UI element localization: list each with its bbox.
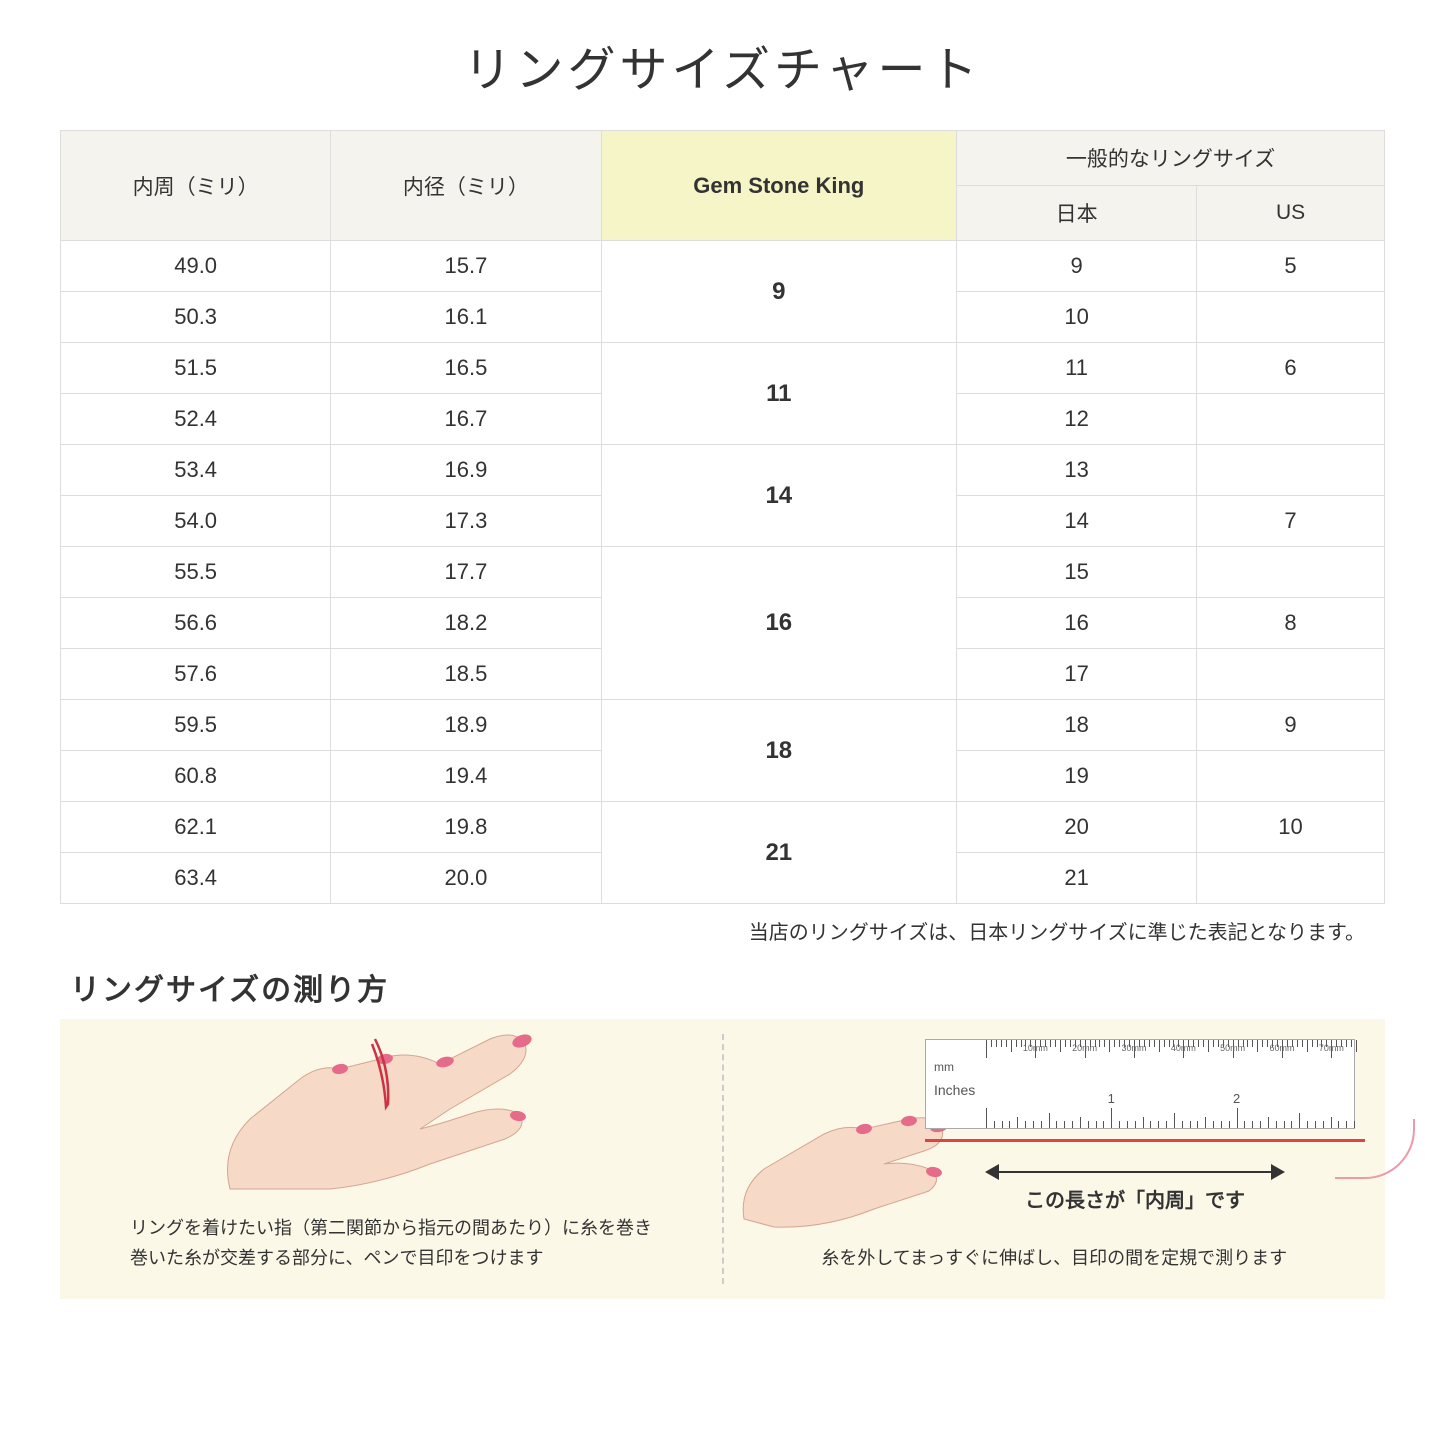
cell-circumference: 54.0 [61, 496, 331, 547]
cell-us: 5 [1197, 241, 1385, 292]
cell-diameter: 18.9 [331, 700, 601, 751]
cell-us: 8 [1197, 598, 1385, 649]
col-gsk: Gem Stone King [601, 131, 957, 241]
cell-us: 7 [1197, 496, 1385, 547]
thread-curve [1335, 1119, 1415, 1179]
cell-diameter: 16.5 [331, 343, 601, 394]
ruler-in-label: Inches [934, 1082, 975, 1098]
cell-circumference: 50.3 [61, 292, 331, 343]
cell-us [1197, 649, 1385, 700]
cell-us [1197, 751, 1385, 802]
cell-gsk: 14 [601, 445, 957, 547]
cell-diameter: 16.7 [331, 394, 601, 445]
cell-japan: 10 [957, 292, 1197, 343]
howto-text-2: 糸を外してまっすぐに伸ばし、目印の間を定規で測ります [754, 1243, 1356, 1289]
howto-title: リングサイズの測り方 [70, 965, 1385, 1009]
cell-circumference: 59.5 [61, 700, 331, 751]
cell-japan: 16 [957, 598, 1197, 649]
cell-circumference: 56.6 [61, 598, 331, 649]
hand-measure-icon [734, 1079, 954, 1239]
cell-circumference: 52.4 [61, 394, 331, 445]
howto-panel: リングを着けたい指（第二関節から指元の間あたり）に糸を巻き 巻いた糸が交差する部… [60, 1019, 1385, 1299]
cell-gsk: 21 [601, 802, 957, 904]
cell-diameter: 18.2 [331, 598, 601, 649]
cell-diameter: 15.7 [331, 241, 601, 292]
cell-us: 10 [1197, 802, 1385, 853]
howto-step-2: mm Inches 10mm20mm30mm40mm50mm60mm70mm12… [724, 1019, 1386, 1299]
page-title: リングサイズチャート [60, 30, 1385, 100]
table-row: 51.516.511116 [61, 343, 1385, 394]
cell-circumference: 60.8 [61, 751, 331, 802]
cell-diameter: 17.7 [331, 547, 601, 598]
cell-us: 6 [1197, 343, 1385, 394]
cell-japan: 13 [957, 445, 1197, 496]
cell-us [1197, 394, 1385, 445]
cell-diameter: 16.1 [331, 292, 601, 343]
cell-gsk: 16 [601, 547, 957, 700]
cell-gsk: 18 [601, 700, 957, 802]
cell-diameter: 18.5 [331, 649, 601, 700]
cell-diameter: 19.4 [331, 751, 601, 802]
cell-diameter: 17.3 [331, 496, 601, 547]
hand-wrap-icon [180, 1009, 560, 1209]
cell-japan: 11 [957, 343, 1197, 394]
col-diameter: 内径（ミリ） [331, 131, 601, 241]
cell-diameter: 19.8 [331, 802, 601, 853]
col-japan: 日本 [957, 186, 1197, 241]
cell-japan: 18 [957, 700, 1197, 751]
cell-gsk: 11 [601, 343, 957, 445]
ruler-icon: mm Inches 10mm20mm30mm40mm50mm60mm70mm12 [925, 1039, 1355, 1129]
size-chart-table: 内周（ミリ） 内径（ミリ） Gem Stone King 一般的なリングサイズ … [60, 130, 1385, 904]
cell-japan: 20 [957, 802, 1197, 853]
col-general: 一般的なリングサイズ [957, 131, 1385, 186]
col-us: US [1197, 186, 1385, 241]
thread-line [925, 1139, 1365, 1142]
table-row: 55.517.71615 [61, 547, 1385, 598]
ruler-mm-label: mm [934, 1060, 954, 1074]
table-row: 59.518.918189 [61, 700, 1385, 751]
table-row: 49.015.7995 [61, 241, 1385, 292]
cell-japan: 14 [957, 496, 1197, 547]
table-row: 62.119.8212010 [61, 802, 1385, 853]
cell-japan: 15 [957, 547, 1197, 598]
howto-step-1: リングを着けたい指（第二関節から指元の間あたり）に糸を巻き 巻いた糸が交差する部… [60, 1019, 722, 1299]
cell-gsk: 9 [601, 241, 957, 343]
cell-circumference: 55.5 [61, 547, 331, 598]
cell-circumference: 51.5 [61, 343, 331, 394]
cell-us: 9 [1197, 700, 1385, 751]
cell-japan: 17 [957, 649, 1197, 700]
howto-text-1: リングを着けたい指（第二関節から指元の間あたり）に糸を巻き 巻いた糸が交差する部… [90, 1213, 692, 1289]
cell-circumference: 53.4 [61, 445, 331, 496]
cell-us [1197, 292, 1385, 343]
cell-japan: 19 [957, 751, 1197, 802]
cell-circumference: 62.1 [61, 802, 331, 853]
cell-circumference: 57.6 [61, 649, 331, 700]
cell-diameter: 16.9 [331, 445, 601, 496]
cell-diameter: 20.0 [331, 853, 601, 904]
col-circumference: 内周（ミリ） [61, 131, 331, 241]
cell-us [1197, 445, 1385, 496]
cell-japan: 12 [957, 394, 1197, 445]
size-note: 当店のリングサイズは、日本リングサイズに準じた表記となります。 [60, 916, 1385, 945]
cell-us [1197, 853, 1385, 904]
cell-circumference: 63.4 [61, 853, 331, 904]
measure-label: この長さが「内周」です [975, 1184, 1295, 1213]
cell-japan: 21 [957, 853, 1197, 904]
cell-circumference: 49.0 [61, 241, 331, 292]
measure-arrow [985, 1164, 1285, 1180]
cell-japan: 9 [957, 241, 1197, 292]
table-row: 53.416.91413 [61, 445, 1385, 496]
cell-us [1197, 547, 1385, 598]
